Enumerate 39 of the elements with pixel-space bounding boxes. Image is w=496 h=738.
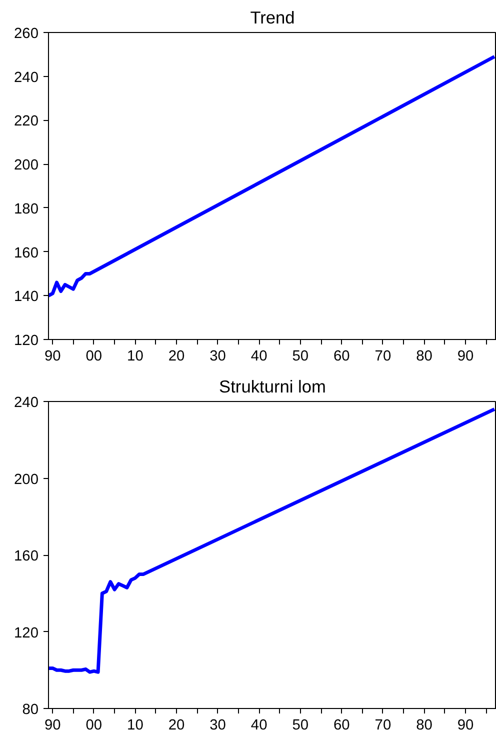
y-tick-label: 200 bbox=[14, 472, 39, 488]
x-tick-label: 70 bbox=[374, 348, 392, 364]
x-tick-label: 10 bbox=[127, 718, 144, 734]
y-tick-label: 120 bbox=[14, 625, 39, 642]
y-tick-label: 180 bbox=[14, 201, 39, 218]
line-series bbox=[48, 407, 496, 674]
x-tick-label: 60 bbox=[334, 348, 350, 364]
chart-title: Trend bbox=[250, 8, 295, 28]
line-series bbox=[48, 54, 496, 298]
x-tick-label: 00 bbox=[86, 348, 102, 364]
x-tick-label: 80 bbox=[416, 348, 432, 364]
y-tick-label: 220 bbox=[14, 114, 39, 130]
x-tick-label: 30 bbox=[210, 348, 226, 364]
x-tick-label: 50 bbox=[292, 348, 309, 364]
x-tick-label: 20 bbox=[168, 348, 185, 364]
x-tick-label: 90 bbox=[457, 348, 474, 364]
x-tick-label: 90 bbox=[44, 718, 61, 734]
y-tick-label: 240 bbox=[14, 395, 39, 411]
chart-title: Strukturni lom bbox=[219, 376, 326, 396]
y-tick-label: 240 bbox=[14, 70, 39, 86]
y-tick-label: 200 bbox=[14, 158, 39, 174]
y-tick-label: 160 bbox=[14, 245, 39, 262]
x-tick-label: 40 bbox=[250, 718, 268, 734]
x-tick-label: 40 bbox=[250, 348, 268, 364]
x-tick-label: 90 bbox=[457, 718, 474, 734]
x-tick-label: 80 bbox=[416, 718, 432, 734]
x-tick-label: 70 bbox=[374, 718, 392, 734]
y-tick-label: 260 bbox=[14, 26, 39, 42]
x-tick-label: 20 bbox=[168, 718, 185, 734]
x-tick-label: 60 bbox=[334, 718, 350, 734]
y-tick-label: 120 bbox=[14, 333, 39, 349]
y-tick-label: 80 bbox=[22, 702, 39, 718]
x-tick-label: 90 bbox=[44, 348, 61, 364]
y-tick-label: 160 bbox=[14, 548, 39, 564]
x-tick-label: 00 bbox=[86, 718, 102, 734]
x-tick-label: 30 bbox=[210, 718, 226, 734]
x-tick-label: 50 bbox=[292, 718, 309, 734]
x-tick-label: 10 bbox=[127, 348, 144, 364]
y-tick-label: 140 bbox=[14, 289, 39, 306]
